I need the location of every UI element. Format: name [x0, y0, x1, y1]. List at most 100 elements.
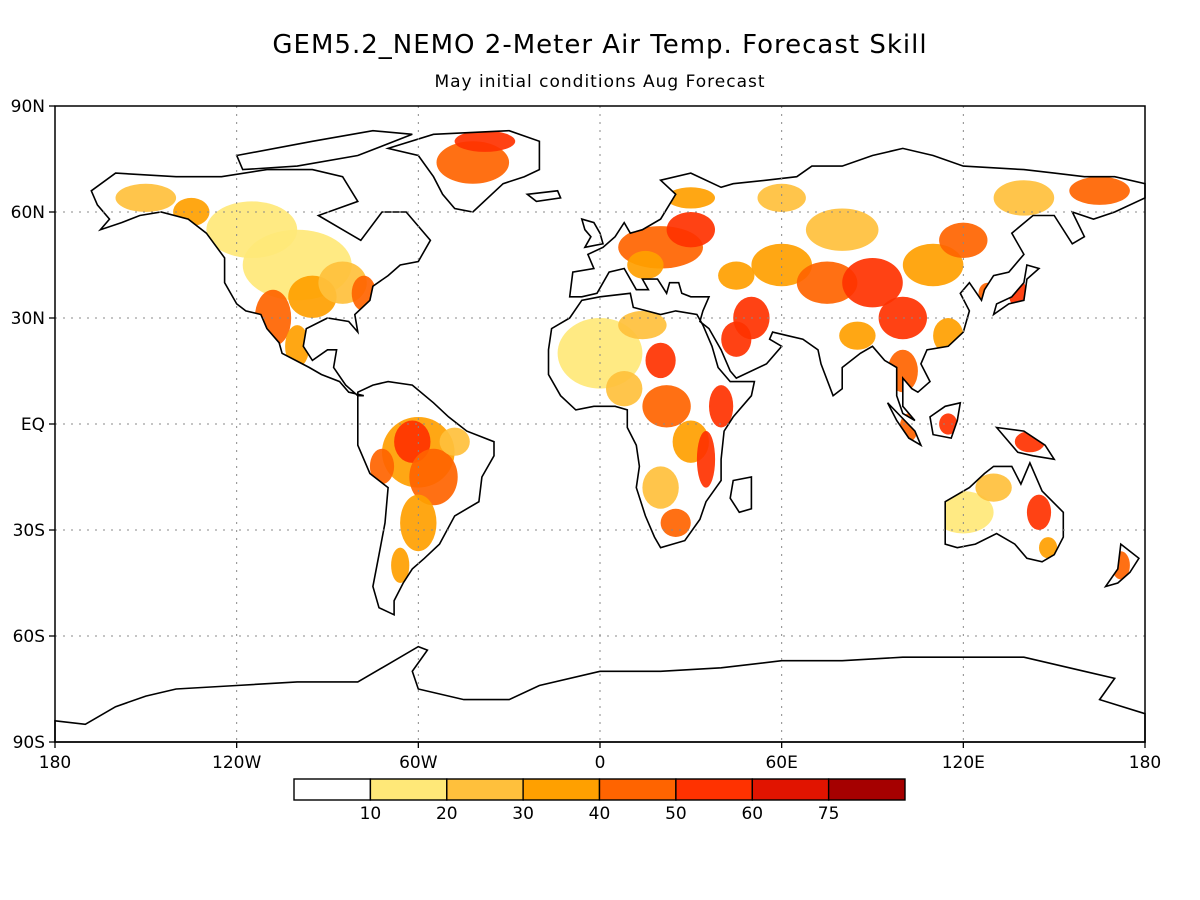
skill-patch — [939, 222, 988, 258]
australia-land — [945, 462, 1064, 562]
skill-patch — [409, 448, 458, 506]
australia-coastline — [944, 460, 1065, 563]
map-subtitle: May initial conditions Aug Forecast — [434, 72, 765, 92]
colorbar-swatch — [827, 778, 906, 801]
skill-patch — [285, 325, 310, 368]
lon-tick-label: 180 — [1129, 753, 1161, 773]
skill-patch — [627, 250, 664, 280]
lon-tick-label: 0 — [595, 753, 606, 773]
lon-tick-label: 120W — [212, 753, 261, 773]
colorbar-label: 40 — [589, 804, 611, 824]
coastlines — [54, 129, 1146, 743]
skill-patch — [606, 371, 643, 407]
skill-patch — [115, 183, 177, 212]
skill-patch — [902, 243, 964, 287]
skill-patch — [839, 321, 876, 350]
north-america-coastline — [90, 168, 432, 397]
skill-patch — [369, 448, 395, 485]
lat-tick-label: 60S — [13, 627, 45, 647]
skill-patch — [933, 491, 994, 534]
madagascar-land — [730, 477, 752, 513]
uk-coastline — [580, 217, 605, 249]
colorbar-swatch — [369, 778, 448, 801]
skill-patch — [878, 296, 927, 340]
skill-patch — [842, 258, 903, 308]
skill-patch — [642, 385, 691, 428]
japan-land — [993, 265, 1039, 315]
lat-tick-label: EQ — [21, 415, 45, 435]
colorbar-label: 75 — [818, 804, 840, 824]
lon-tick-label: 180 — [39, 753, 71, 773]
antarctica-coastline — [54, 645, 1146, 743]
colorbar-swatch — [522, 778, 601, 801]
madagascar-coastline — [729, 476, 753, 514]
skill-patch — [666, 212, 715, 248]
skill-patch — [751, 243, 812, 287]
eurasia-coastline — [568, 147, 1146, 422]
lon-tick-label: 120E — [942, 753, 985, 773]
grid-lines — [55, 106, 1145, 742]
arctic-islands-land — [236, 130, 413, 170]
skill-patch — [645, 342, 676, 379]
skill-patch — [666, 187, 715, 209]
colorbar: 10 20 30 40 50 60 75 — [293, 778, 906, 824]
iceland-coastline — [525, 189, 562, 203]
skill-patch — [721, 321, 752, 357]
skill-patch — [557, 318, 643, 389]
skill-patch — [454, 130, 516, 152]
skill-patch — [618, 311, 667, 340]
lon-tick-label: 60W — [399, 753, 438, 773]
new-guinea-coastline — [994, 426, 1056, 461]
new-zealand-coastline — [1103, 542, 1140, 588]
colorbar-swatch — [751, 778, 830, 801]
arctic-islands-coastline — [235, 129, 413, 171]
lat-tick-label: 60N — [11, 203, 45, 223]
skill-patch — [796, 261, 858, 304]
colorbar-label: 20 — [436, 804, 458, 824]
lon-tick-label: 60E — [765, 753, 797, 773]
skill-patch — [993, 180, 1055, 216]
skill-patch — [391, 547, 410, 583]
skill-patch — [709, 385, 734, 428]
skill-patch — [642, 466, 679, 509]
lat-tick-label: 90N — [11, 97, 45, 117]
skill-patch — [757, 183, 806, 212]
colorbar-label: 30 — [512, 804, 534, 824]
skill-patch — [1026, 494, 1052, 530]
uk-land — [581, 219, 603, 248]
africa-coastline — [547, 292, 756, 549]
skill-patch — [1069, 176, 1130, 205]
skill-patch — [975, 473, 1012, 502]
colorbar-label: 10 — [360, 804, 382, 824]
colorbar-swatch — [446, 778, 524, 801]
antarctica-land — [55, 646, 1145, 742]
skill-patch — [1039, 537, 1058, 559]
colorbar-swatch — [598, 778, 677, 801]
map-plot-area — [54, 105, 1146, 743]
skill-patch — [718, 261, 755, 290]
skill-patch — [805, 208, 879, 251]
skill-patch — [394, 420, 431, 463]
skill-contour-patches — [115, 130, 1130, 583]
sumatra-coastline — [886, 402, 923, 448]
colorbar-label: 60 — [741, 804, 763, 824]
japan-coastline — [992, 263, 1041, 317]
latitude-ticks: 90N 60N 30N EQ 30S 60S 90S — [11, 97, 55, 753]
lat-tick-label: 90S — [13, 733, 45, 753]
lat-tick-label: 30N — [11, 309, 45, 329]
skill-patch — [439, 427, 470, 456]
skill-patch — [206, 201, 298, 258]
skill-patch — [436, 141, 510, 184]
lat-tick-label: 30S — [13, 521, 45, 541]
borneo-coastline — [929, 401, 962, 440]
map-title: GEM5.2_NEMO 2-Meter Air Temp. Forecast S… — [272, 30, 927, 60]
skill-patch — [660, 508, 691, 537]
skill-patch — [939, 413, 958, 435]
skill-patch — [696, 431, 716, 488]
colorbar-swatch — [675, 778, 754, 801]
south-america-coastline — [356, 380, 495, 617]
longitude-ticks: 180 120W 60W 0 60E 120E 180 — [39, 742, 1161, 773]
colorbar-label: 50 — [665, 804, 687, 824]
colorbar-swatch — [293, 778, 372, 801]
